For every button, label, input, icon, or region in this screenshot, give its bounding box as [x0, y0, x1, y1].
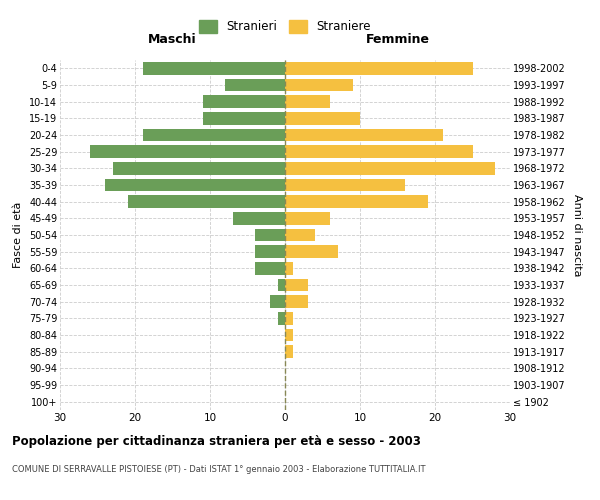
Bar — [285, 312, 293, 324]
Bar — [285, 112, 360, 124]
Bar — [90, 146, 285, 158]
Bar — [225, 79, 285, 92]
Y-axis label: Fasce di età: Fasce di età — [13, 202, 23, 268]
Bar — [285, 262, 293, 274]
Bar — [113, 162, 285, 174]
Y-axis label: Anni di nascita: Anni di nascita — [572, 194, 583, 276]
Bar — [203, 96, 285, 108]
Text: Maschi: Maschi — [148, 33, 197, 46]
Bar — [285, 329, 293, 341]
Text: COMUNE DI SERRAVALLE PISTOIESE (PT) - Dati ISTAT 1° gennaio 2003 - Elaborazione : COMUNE DI SERRAVALLE PISTOIESE (PT) - Da… — [12, 465, 425, 474]
Text: Popolazione per cittadinanza straniera per età e sesso - 2003: Popolazione per cittadinanza straniera p… — [12, 435, 421, 448]
Bar — [105, 179, 285, 192]
Bar — [285, 96, 330, 108]
Bar — [128, 196, 285, 208]
Bar — [285, 62, 473, 74]
Bar — [285, 79, 353, 92]
Bar — [270, 296, 285, 308]
Bar — [285, 179, 405, 192]
Bar — [255, 229, 285, 241]
Bar — [277, 312, 285, 324]
Bar — [285, 346, 293, 358]
Bar — [285, 162, 495, 174]
Text: Femmine: Femmine — [365, 33, 430, 46]
Bar — [255, 246, 285, 258]
Bar — [285, 246, 337, 258]
Bar — [285, 229, 315, 241]
Bar — [277, 279, 285, 291]
Bar — [233, 212, 285, 224]
Bar — [255, 262, 285, 274]
Legend: Stranieri, Straniere: Stranieri, Straniere — [196, 17, 374, 37]
Bar — [285, 296, 308, 308]
Bar — [143, 129, 285, 141]
Bar — [285, 129, 443, 141]
Bar — [143, 62, 285, 74]
Bar — [285, 146, 473, 158]
Bar — [285, 279, 308, 291]
Bar — [285, 212, 330, 224]
Bar — [285, 196, 427, 208]
Bar — [203, 112, 285, 124]
